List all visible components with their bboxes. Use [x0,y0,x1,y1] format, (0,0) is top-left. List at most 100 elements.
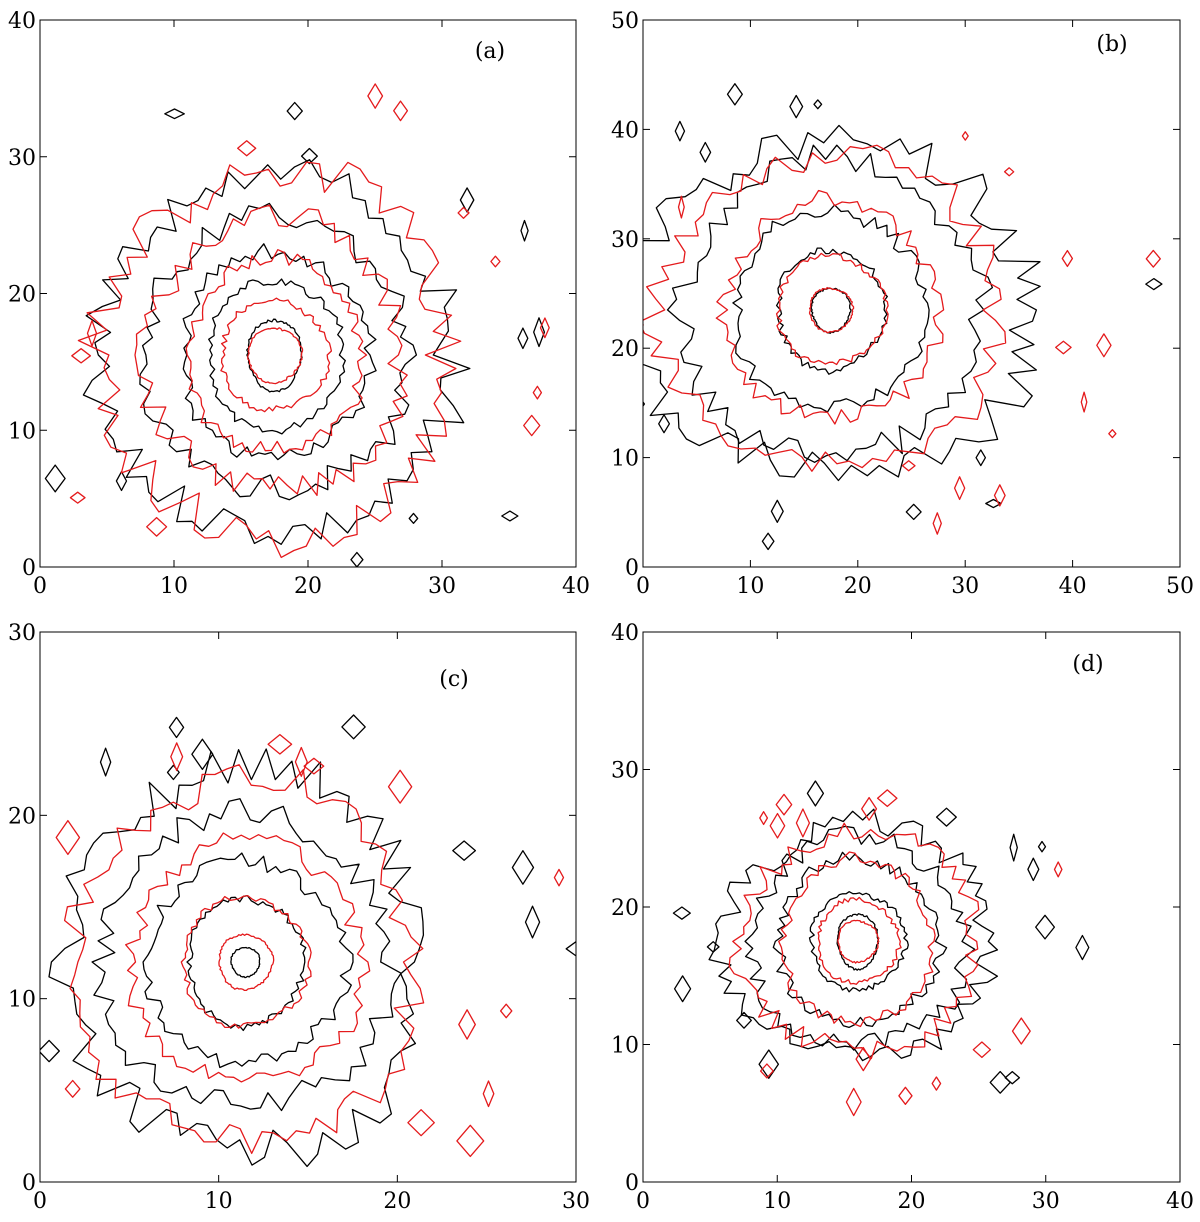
red-noise-contour [961,131,969,141]
black-noise-contour [99,747,112,777]
red-noise-contour [457,206,470,219]
black-contour-level-4 [91,798,402,1112]
black-noise-contour [197,580,216,595]
black-noise-contour [520,219,529,242]
y-tick-label: 50 [611,9,639,34]
red-noise-contour [795,808,811,838]
red-noise-contour [861,796,878,821]
plot-frame [39,631,577,1183]
red-noise-contour [759,1063,774,1079]
black-noise-contour [166,764,180,781]
y-tick-label: 30 [8,146,36,171]
x-tick-label: 10 [736,574,764,599]
contour-group [44,83,550,614]
black-noise-contour [1035,914,1056,940]
black-noise-contour [517,327,529,350]
black-noise-contour [40,1039,60,1063]
black-noise-contour [1037,840,1047,853]
panel-c: 0 10 20 30 0 10 20 30 (c) [8,621,590,1222]
x-tick-label: 50 [1166,574,1194,599]
red-contour-level-1 [247,327,304,385]
y-tick-label: 20 [8,804,36,829]
red-contour-level-2 [817,896,902,985]
x-tick-label: 20 [294,574,322,599]
red-noise-contour [972,1041,992,1059]
black-noise-contour [736,1011,752,1029]
black-noise-contour [452,840,477,861]
red-contour-level-1 [218,933,275,992]
red-noise-contour [769,812,786,839]
y-tick-label: 0 [625,1171,639,1196]
x-tick-label: 40 [1059,574,1087,599]
y-tick-label: 10 [8,419,36,444]
red-noise-contour [367,83,384,109]
red-noise-contour [993,484,1006,507]
black-noise-contour [1027,857,1040,882]
black-noise-contour [565,940,576,957]
red-noise-contour [146,516,168,537]
red-noise-contour [1011,1017,1031,1045]
x-tick-label: 40 [1166,1189,1194,1214]
black-contour-level-4 [744,825,976,1051]
black-noise-contour [643,400,646,408]
y-tick-label: 30 [8,621,36,646]
y-tick-label: 30 [611,228,639,253]
black-noise-contour [905,503,922,521]
red-noise-contour [16,916,36,938]
red-contour-level-3 [185,249,368,454]
red-contour-level-3 [125,832,371,1083]
red-noise-contour [953,476,966,501]
black-noise-contour [673,975,692,1003]
black-contour-level-2 [775,247,888,375]
contour-group [672,780,1090,1117]
red-contour-level-3 [715,189,945,425]
red-noise-contour [1096,333,1112,358]
panel-a: 0 10 20 30 40 0 10 20 30 40 (a) [8,9,590,614]
red-noise-contour [1053,861,1063,878]
red-noise-contour [1055,340,1072,355]
contour-group [643,83,1163,551]
black-contour-level-2 [808,891,909,993]
red-contour-level-4 [63,764,425,1155]
black-noise-contour [1009,833,1018,862]
x-tick-label: 20 [898,1189,926,1214]
y-tick-label: 40 [611,621,639,646]
x-tick-label: 0 [636,1189,650,1214]
black-noise-contour [191,738,214,771]
black-noise-contour [501,510,519,522]
panel-label: (a) [475,39,505,64]
red-noise-contour [303,757,325,775]
x-tick-label: 20 [383,1189,411,1214]
red-noise-contour [539,317,550,339]
black-noise-contour [139,1213,164,1222]
y-tick-label: 20 [611,337,639,362]
black-noise-contour [1004,1070,1021,1085]
red-noise-contour [69,491,86,504]
black-noise-contour [674,120,686,142]
red-noise-contour [898,1086,913,1105]
y-tick-label: 10 [8,988,36,1013]
red-noise-contour [196,600,216,614]
black-noise-contour [350,551,364,567]
black-contour-level-3 [142,852,354,1069]
black-noise-contour [770,499,784,523]
y-tick-label: 40 [8,9,36,34]
red-noise-contour [170,742,184,772]
red-noise-contour [64,1079,81,1098]
black-noise-contour [1145,277,1163,291]
black-noise-contour [408,512,419,524]
black-contour-level-2 [208,278,346,435]
red-noise-contour [775,793,793,816]
x-tick-label: 40 [562,574,590,599]
black-noise-contour [699,141,712,163]
black-noise-contour [168,716,185,739]
plot-frame [642,19,1181,568]
x-tick-label: 30 [562,1189,590,1214]
y-tick-label: 20 [8,283,36,308]
black-noise-contour [300,147,318,165]
red-noise-contour [1145,249,1161,268]
x-tick-label: 0 [33,574,47,599]
red-noise-contour [499,1003,513,1019]
black-contour-level-5 [48,748,425,1168]
